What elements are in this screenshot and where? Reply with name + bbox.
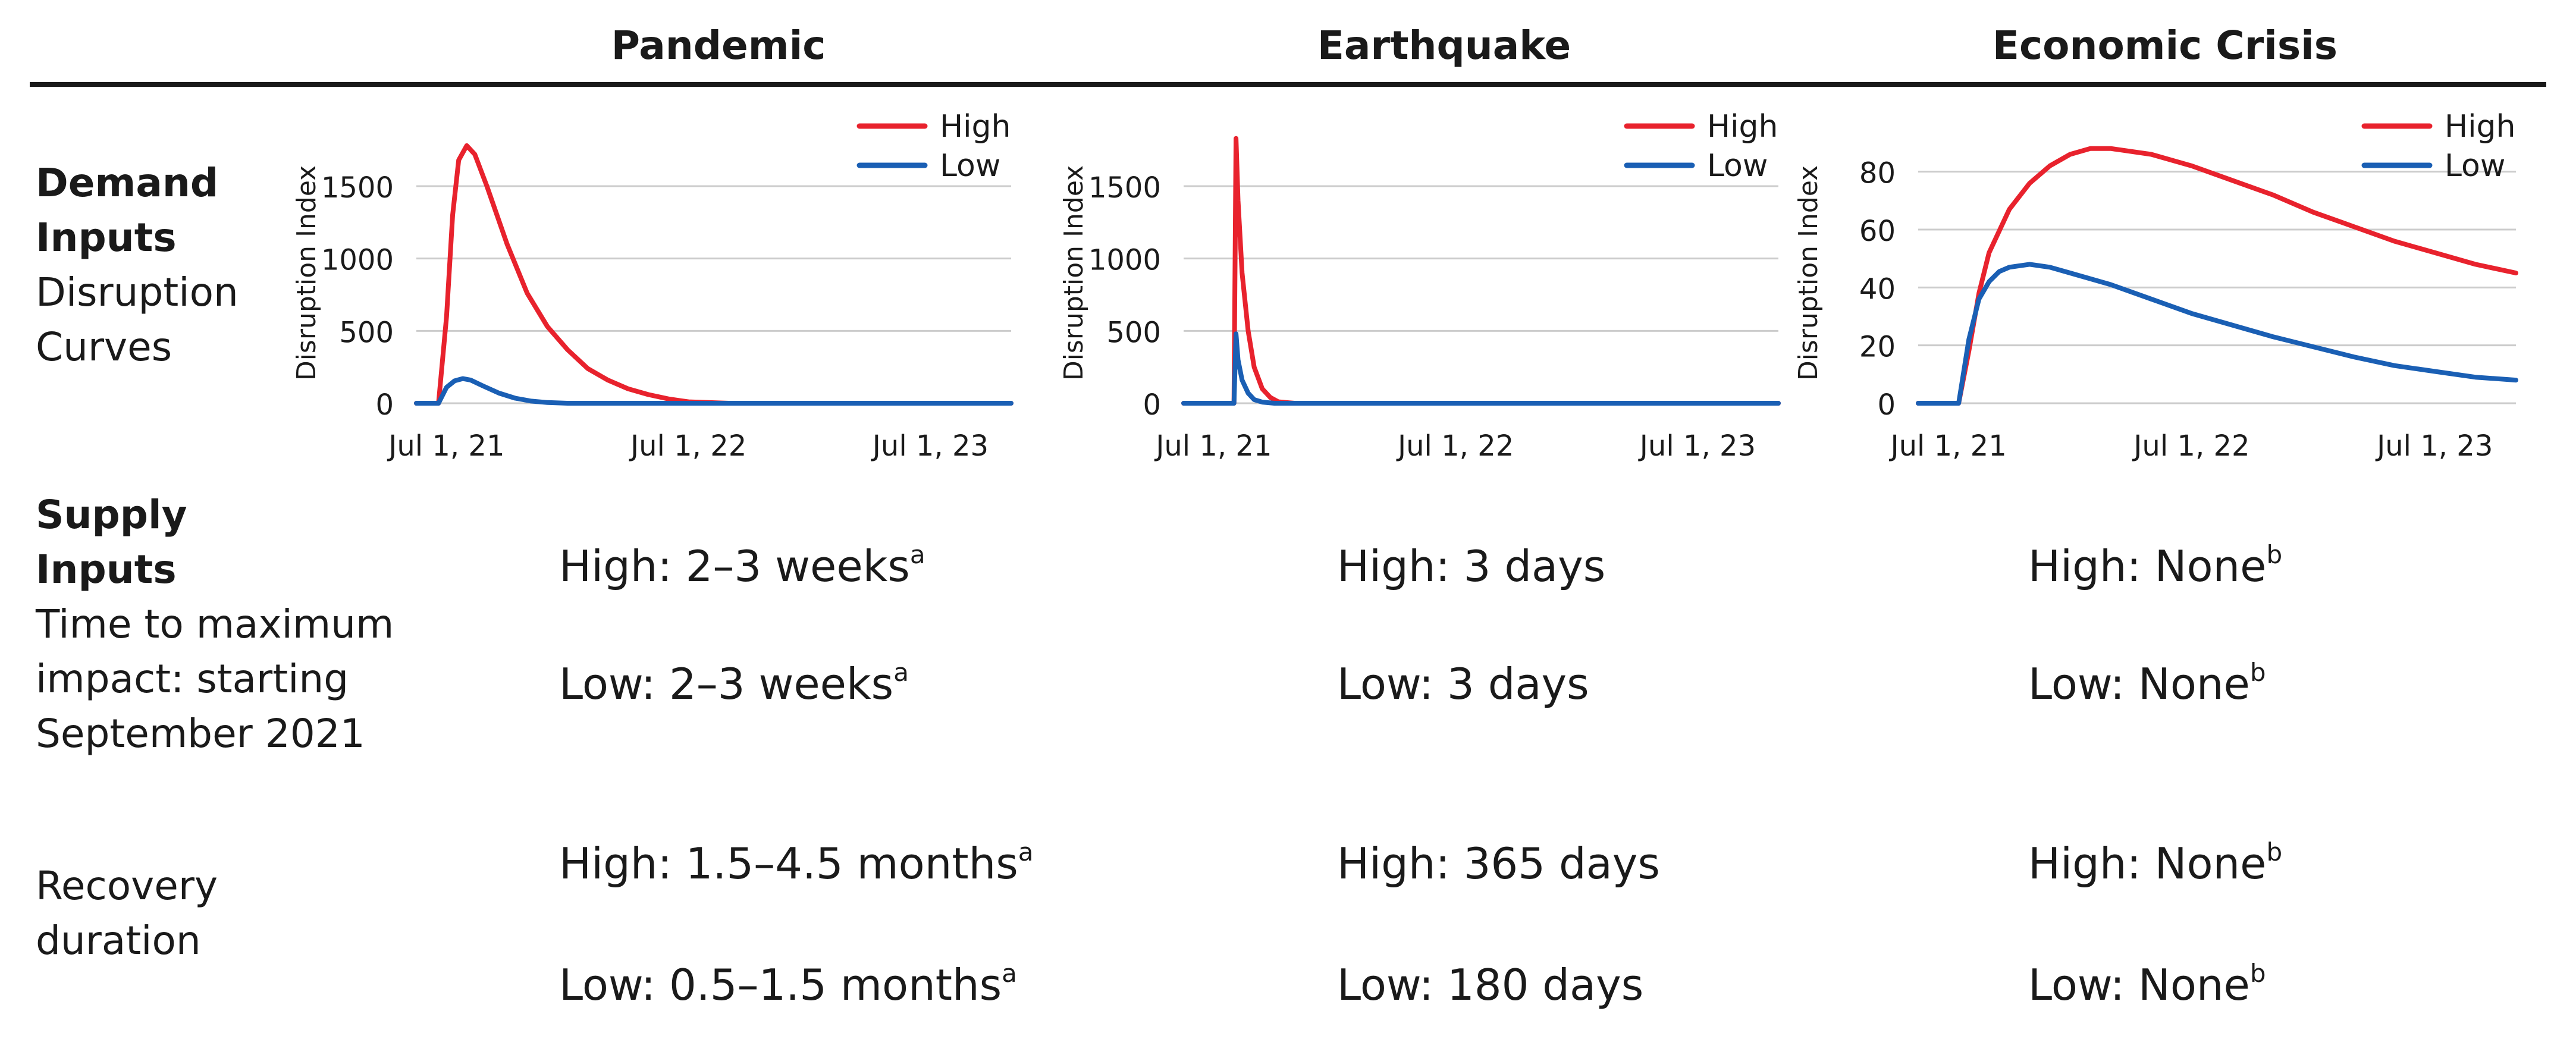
pandemic-y-axis-label: Disruption Index bbox=[291, 165, 322, 381]
pandemic-recovery-high-text: High: 1.5–4.5 months bbox=[559, 839, 1018, 889]
earthquake-y-axis-label: Disruption Index bbox=[1059, 165, 1089, 381]
supply-title: Supply bbox=[36, 492, 187, 538]
economic-crisis-y-axis-label: Disruption Index bbox=[1793, 165, 1824, 381]
earthquake-ttm-high-text: High: 3 days bbox=[1337, 541, 1606, 591]
pandemic-series-low bbox=[414, 376, 1014, 406]
econ-ttm-low-text: Low: None bbox=[2028, 659, 2250, 709]
econ-ttm-high-note: b bbox=[2266, 540, 2283, 569]
economic-crisis-y-tick-label: 40 bbox=[1859, 272, 1896, 306]
econ-recovery-high-text: High: None bbox=[2028, 839, 2267, 889]
pandemic-y-tick-label: 500 bbox=[339, 316, 394, 349]
pandemic-x-tick-label: Jul 1, 22 bbox=[629, 429, 746, 463]
pandemic-y-tick-label: 1000 bbox=[321, 244, 394, 277]
pandemic-recovery-high-note: a bbox=[1018, 837, 1034, 867]
supply-inputs-label: Supply Inputs Time to maximum impact: st… bbox=[36, 488, 394, 761]
demand-inputs-label: Demand Inputs Disruption Curves bbox=[36, 156, 239, 375]
pandemic-recovery-high: High: 1.5–4.5 monthsa bbox=[559, 839, 1033, 889]
pandemic-recovery-low: Low: 0.5–1.5 monthsa bbox=[559, 960, 1017, 1010]
econ-recovery-low-note: b bbox=[2249, 959, 2266, 988]
recovery-duration-label: Recovery duration bbox=[36, 859, 218, 968]
econ-ttm-low-note: b bbox=[2249, 658, 2266, 687]
earthquake-recovery-low-text: Low: 180 days bbox=[1337, 960, 1644, 1010]
pandemic-legend-label-low: Low bbox=[940, 148, 1000, 184]
header-pandemic: Pandemic bbox=[611, 23, 826, 68]
supply-subtitle-1: Time to maximum bbox=[36, 601, 394, 647]
pandemic-ttm-low-text: Low: 2–3 weeks bbox=[559, 659, 894, 709]
econ-recovery-high-note: b bbox=[2266, 837, 2283, 867]
econ-recovery-low: Low: Noneb bbox=[2028, 960, 2266, 1010]
demand-subtitle-1: Disruption bbox=[36, 269, 239, 315]
economic-crisis-y-tick-label: 60 bbox=[1859, 215, 1896, 248]
economic-crisis-legend-label-high: High bbox=[2445, 109, 2516, 145]
pandemic-y-tick-label: 1500 bbox=[321, 171, 394, 205]
header-economic-crisis: Economic Crisis bbox=[1992, 23, 2338, 68]
pandemic-x-tick-label: Jul 1, 23 bbox=[871, 429, 989, 463]
earthquake-ttm-high: High: 3 days bbox=[1337, 541, 1605, 591]
earthquake-recovery-high: High: 365 days bbox=[1337, 839, 1660, 889]
earthquake-y-tick-label: 0 bbox=[1143, 388, 1161, 422]
econ-ttm-high-text: High: None bbox=[2028, 541, 2267, 591]
econ-ttm-high: High: Noneb bbox=[2028, 541, 2282, 591]
recovery-label-2: duration bbox=[36, 918, 201, 963]
economic-crisis-y-tick-label: 20 bbox=[1859, 331, 1896, 364]
demand-title: Demand bbox=[36, 160, 219, 206]
earthquake-recovery-high-text: High: 365 days bbox=[1337, 839, 1660, 889]
economic-crisis-y-tick-label: 80 bbox=[1859, 157, 1896, 190]
pandemic-ttm-high: High: 2–3 weeksa bbox=[559, 541, 925, 591]
demand-title-2: Inputs bbox=[36, 215, 177, 260]
supply-title-2: Inputs bbox=[36, 547, 177, 592]
economic-crisis-x-tick-label: Jul 1, 21 bbox=[1888, 429, 2006, 463]
header-earthquake: Earthquake bbox=[1317, 23, 1571, 68]
supply-subtitle-3: September 2021 bbox=[36, 711, 365, 757]
earthquake-y-tick-label: 500 bbox=[1106, 316, 1161, 349]
pandemic-ttm-high-text: High: 2–3 weeks bbox=[559, 541, 910, 591]
earthquake-y-tick-label: 1500 bbox=[1088, 171, 1161, 205]
pandemic-x-tick-label: Jul 1, 21 bbox=[387, 429, 504, 463]
pandemic-ttm-low-note: a bbox=[893, 658, 909, 687]
header-rule bbox=[30, 82, 2546, 87]
pandemic-y-tick-label: 0 bbox=[375, 388, 394, 422]
econ-recovery-high: High: Noneb bbox=[2028, 839, 2282, 889]
supply-subtitle-2: impact: starting bbox=[36, 656, 349, 702]
recovery-label-1: Recovery bbox=[36, 863, 218, 909]
pandemic-series-high bbox=[414, 143, 1014, 406]
pandemic-ttm-high-note: a bbox=[909, 540, 925, 569]
economic-crisis-series-low bbox=[1916, 262, 2518, 406]
economic-crisis-x-tick-label: Jul 1, 22 bbox=[2132, 429, 2249, 463]
earthquake-series-low bbox=[1181, 331, 1781, 406]
pandemic-recovery-low-note: a bbox=[1002, 959, 1017, 988]
econ-recovery-low-text: Low: None bbox=[2028, 960, 2250, 1010]
earthquake-x-tick-label: Jul 1, 21 bbox=[1154, 429, 1272, 463]
earthquake-legend-label-low: Low bbox=[1707, 148, 1768, 184]
economic-crisis-y-tick-label: 0 bbox=[1877, 388, 1896, 422]
earthquake-recovery-low: Low: 180 days bbox=[1337, 960, 1643, 1010]
pandemic-legend-label-high: High bbox=[940, 109, 1011, 145]
earthquake-x-tick-label: Jul 1, 22 bbox=[1396, 429, 1514, 463]
economic-crisis-legend-label-low: Low bbox=[2445, 148, 2505, 184]
earthquake-ttm-low-text: Low: 3 days bbox=[1337, 659, 1589, 709]
economic-crisis-series-high bbox=[1916, 146, 2518, 406]
pandemic-ttm-low: Low: 2–3 weeksa bbox=[559, 659, 909, 709]
earthquake-y-tick-label: 1000 bbox=[1088, 244, 1161, 277]
earthquake-x-tick-label: Jul 1, 23 bbox=[1638, 429, 1756, 463]
earthquake-series-high bbox=[1181, 136, 1781, 406]
economic-crisis-x-tick-label: Jul 1, 23 bbox=[2375, 429, 2493, 463]
pandemic-recovery-low-text: Low: 0.5–1.5 months bbox=[559, 960, 1002, 1010]
demand-subtitle-2: Curves bbox=[36, 324, 172, 370]
earthquake-legend-label-high: High bbox=[1707, 109, 1778, 145]
earthquake-ttm-low: Low: 3 days bbox=[1337, 659, 1589, 709]
econ-ttm-low: Low: Noneb bbox=[2028, 659, 2266, 709]
